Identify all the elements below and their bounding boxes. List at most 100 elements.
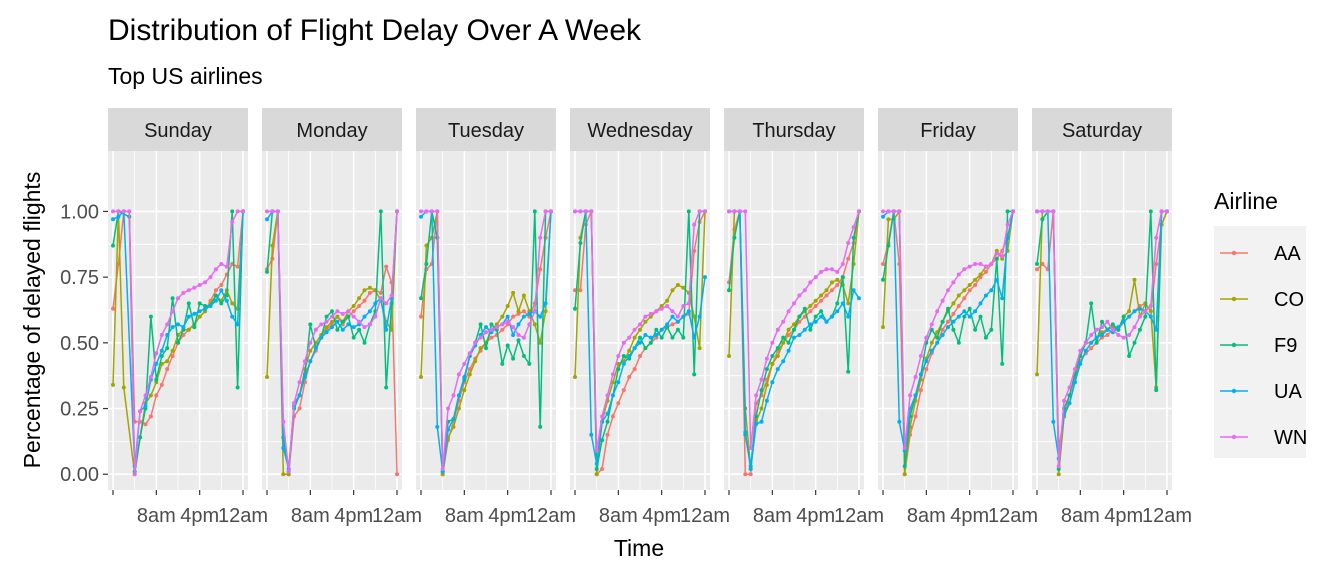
- x-tick-label: 4pm: [796, 505, 835, 527]
- data-point-co: [281, 472, 286, 477]
- chart-subtitle: Top US airlines: [108, 63, 263, 89]
- data-point-f9: [675, 327, 680, 332]
- data-point-ua: [989, 288, 994, 293]
- data-point-f9: [643, 346, 648, 351]
- data-point-ua: [116, 214, 121, 219]
- x-tick-label: 12am: [680, 505, 730, 527]
- data-point-wn: [989, 262, 994, 266]
- data-point-ua: [802, 327, 807, 332]
- data-point-co: [813, 298, 818, 303]
- data-point-f9: [197, 301, 202, 306]
- legend-item-wn: WN: [1220, 427, 1307, 449]
- data-point-ua: [213, 298, 218, 303]
- data-point-f9: [881, 277, 885, 282]
- data-point-co: [197, 314, 202, 319]
- data-point-wn: [1078, 348, 1083, 353]
- data-point-f9: [1089, 301, 1094, 306]
- data-point-f9: [638, 335, 642, 340]
- data-point-wn: [440, 467, 445, 471]
- data-point-ua: [951, 319, 956, 324]
- data-point-wn: [902, 446, 907, 450]
- data-point-wn: [292, 401, 297, 406]
- data-point-co: [808, 304, 813, 308]
- data-point-wn: [489, 327, 494, 332]
- data-point-wn: [456, 372, 461, 377]
- data-point-f9: [308, 322, 313, 327]
- data-point-ua: [1100, 333, 1104, 337]
- data-point-ua: [813, 319, 818, 324]
- x-tick-label: 8am: [291, 505, 330, 527]
- data-point-ua: [913, 393, 918, 398]
- data-point-wn: [132, 472, 137, 477]
- data-point-ua: [881, 214, 885, 219]
- data-point-ua: [265, 217, 269, 222]
- data-point-ua: [770, 380, 775, 385]
- data-point-wn: [643, 314, 648, 319]
- data-point-ua: [697, 314, 702, 319]
- data-point-co: [829, 280, 834, 285]
- data-point-f9: [478, 322, 483, 327]
- data-point-wn: [473, 340, 478, 345]
- data-point-f9: [419, 296, 423, 301]
- x-tick-label: 12am: [988, 505, 1038, 527]
- facet-strip: [878, 108, 1018, 151]
- data-point-aa: [489, 335, 494, 340]
- data-point-f9: [500, 361, 505, 366]
- data-point-f9: [605, 419, 610, 424]
- legend-item-f9: F9: [1220, 335, 1297, 357]
- data-point-ua: [1121, 319, 1126, 324]
- data-point-f9: [594, 467, 599, 471]
- data-point-ua: [1072, 380, 1077, 385]
- data-point-ua: [935, 340, 940, 345]
- data-point-ua: [165, 333, 170, 337]
- data-point-ua: [835, 309, 840, 314]
- data-point-wn: [165, 322, 170, 327]
- data-point-ua: [1137, 306, 1142, 311]
- data-point-wn: [1051, 209, 1056, 214]
- data-point-wn: [429, 209, 434, 214]
- data-point-ua: [340, 327, 345, 332]
- data-point-aa: [159, 382, 164, 387]
- facet-strip-label: Thursday: [752, 120, 835, 142]
- data-point-co: [362, 288, 367, 293]
- data-point-wn: [665, 304, 670, 308]
- data-point-f9: [1000, 361, 1005, 366]
- data-point-wn: [389, 293, 394, 298]
- data-point-f9: [516, 338, 521, 343]
- data-point-wn: [159, 333, 164, 337]
- x-tick-label: 12am: [526, 505, 576, 527]
- data-point-ua: [419, 214, 423, 219]
- data-point-f9: [681, 335, 686, 340]
- data-point-ua: [692, 335, 697, 340]
- data-point-wn: [1062, 398, 1067, 403]
- data-point-f9: [989, 327, 994, 332]
- data-point-co: [419, 375, 423, 379]
- data-point-f9: [538, 424, 543, 429]
- data-point-co: [308, 348, 313, 353]
- data-point-f9: [727, 288, 731, 293]
- data-point-wn: [583, 209, 588, 214]
- data-point-ua: [186, 314, 191, 319]
- data-point-ua: [462, 375, 467, 379]
- data-point-ua: [192, 311, 197, 316]
- data-point-co: [727, 354, 731, 358]
- data-point-ua: [1094, 335, 1099, 340]
- data-point-ua: [451, 417, 456, 421]
- data-point-wn: [324, 319, 329, 324]
- data-point-ua: [1148, 314, 1153, 319]
- data-point-ua: [643, 333, 648, 337]
- data-point-f9: [1094, 340, 1099, 345]
- data-point-wn: [484, 330, 488, 335]
- data-point-ua: [521, 314, 526, 319]
- data-point-co: [1148, 309, 1153, 314]
- facet-strip: [262, 108, 402, 151]
- data-point-f9: [802, 306, 807, 311]
- data-point-wn: [1143, 309, 1148, 314]
- data-point-aa: [924, 367, 929, 372]
- data-point-ua: [111, 217, 115, 222]
